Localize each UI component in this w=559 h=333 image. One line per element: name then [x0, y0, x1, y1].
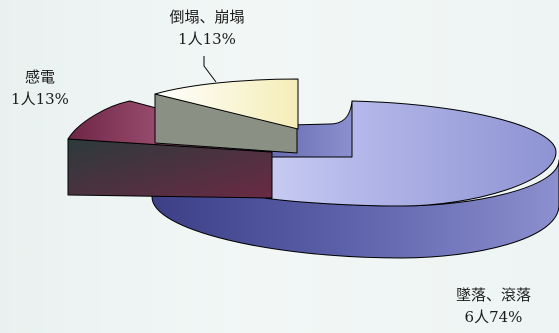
label-fall-from-height-value: 6人74% — [464, 308, 523, 326]
label-collapse-name: 倒塌、崩塌 — [169, 8, 245, 26]
label-fall-from-height-name: 墜落、滾落 — [455, 286, 531, 304]
label-fall-from-height: 墜落、滾落 6人74% — [428, 284, 559, 328]
slice-top-collapse — [154, 78, 299, 130]
label-electric-shock-value: 1人13% — [11, 90, 69, 108]
label-electric-shock-name: 感電 — [24, 68, 55, 86]
leader-line — [203, 56, 217, 83]
label-collapse: 倒塌、崩塌 1人13% — [152, 6, 262, 50]
label-collapse-value: 1人13% — [178, 30, 236, 48]
label-electric-shock: 感電 1人13% — [0, 66, 80, 110]
